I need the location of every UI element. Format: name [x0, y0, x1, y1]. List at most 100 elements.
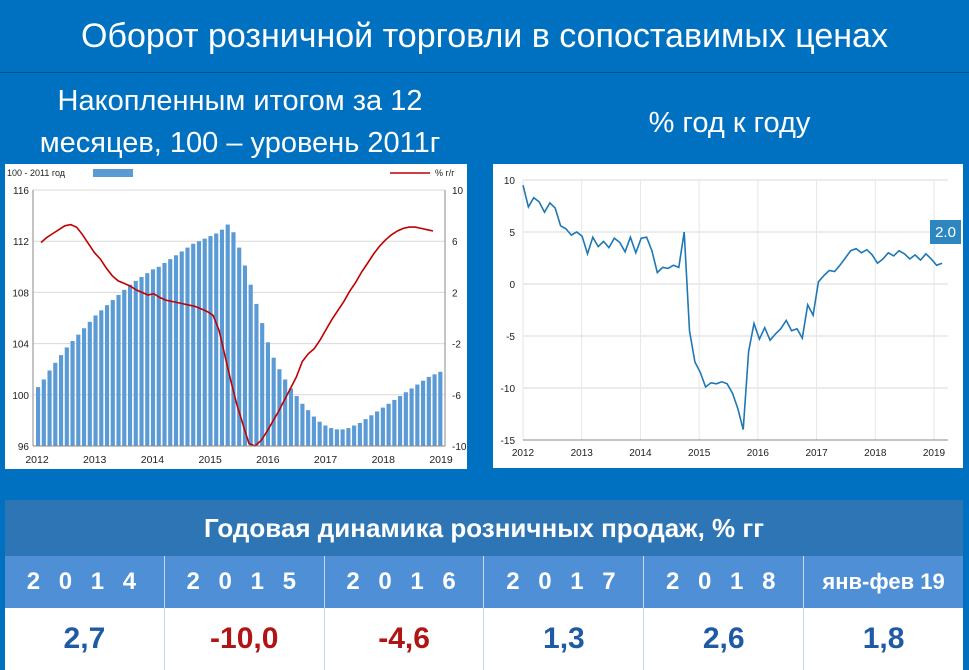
bar [294, 396, 299, 446]
bar [76, 334, 81, 446]
bar [150, 269, 156, 446]
bar [306, 410, 311, 446]
bar [317, 421, 322, 446]
x-tick-label: 2012 [512, 448, 535, 459]
table-years-row: 2 0 1 4 2 0 1 5 2 0 1 6 2 0 1 7 2 0 1 8 … [5, 556, 963, 608]
value-cell-2014: 2,7 [5, 608, 165, 670]
bar [363, 419, 368, 446]
page-title: Оборот розничной торговли в сопоставимых… [0, 0, 969, 73]
bar [237, 247, 242, 446]
bar [271, 357, 276, 446]
bar [191, 243, 196, 446]
value-cell-2018: 2,6 [644, 608, 805, 670]
left-chart-subtitle: Накопленным итогом за 12 месяцев, 100 – … [0, 80, 480, 164]
yoy-line [522, 185, 943, 430]
right-axis-tick-label: 6 [452, 237, 458, 248]
right-chart: 10 5 0 -5 -10 -15 2012 2013 2014 2015 2016 2017 2018… [493, 164, 963, 468]
year-cell-2017: 2 0 1 7 [484, 556, 645, 608]
left-chart-legend: 100 - 2011 год % г/г [7, 168, 455, 178]
left-chart-line-group [40, 223, 434, 447]
bar [415, 384, 420, 446]
bar [340, 429, 345, 446]
y-tick-label: 5 [509, 228, 515, 239]
x-tick-label: 2015 [688, 448, 711, 459]
bar [265, 342, 271, 446]
bar [173, 255, 179, 446]
left-axis-tick-label: 112 [13, 237, 29, 248]
right-chart-subtitle: % год к году [648, 107, 811, 139]
y-tick-label: -15 [501, 436, 516, 447]
bar [53, 362, 58, 446]
x-tick-label: 2014 [629, 448, 652, 459]
left-axis-tick-label: 108 [12, 288, 29, 299]
left-chart-axes: 96 100 104 108 112 116 -10 -6 -2 2 6 10 2012 2013 2014… [12, 186, 467, 466]
bar [283, 379, 288, 446]
bar [386, 403, 391, 446]
y-tick-label: -5 [506, 332, 515, 343]
x-tick-label: 2019 [429, 454, 453, 466]
value-cell-jan-feb-2019: 1,8 [862, 622, 905, 655]
left-subtitle-line2: месяцев, 100 – уровень 2011г [39, 127, 441, 159]
right-axis-tick-label: 2 [452, 288, 458, 299]
left-chart-bars [36, 224, 443, 446]
bar [162, 262, 167, 446]
bar [352, 425, 357, 446]
legend-bar-swatch [93, 169, 133, 177]
bar [116, 294, 121, 446]
bar [369, 415, 374, 446]
annual-dynamics-table: Годовая динамика розничных продаж, % гг … [5, 500, 963, 670]
bar [323, 425, 328, 446]
bar [99, 310, 104, 446]
bar [145, 273, 150, 446]
right-axis-tick-label: 10 [452, 186, 464, 197]
bar [110, 300, 115, 446]
x-tick-label: 2016 [747, 448, 770, 459]
bar [421, 380, 426, 446]
bar [214, 233, 219, 446]
bar [81, 328, 87, 446]
yoy-line [40, 223, 434, 447]
bar [133, 280, 138, 446]
bar [346, 428, 351, 446]
left-chart-svg: 96 100 104 108 112 116 -10 -6 -2 2 6 10 2012 2013 2014… [7, 168, 467, 466]
year-cell-2014: 2 0 1 4 [5, 556, 165, 608]
bar [392, 399, 397, 446]
bar [277, 369, 282, 446]
bar [122, 289, 127, 446]
bar [47, 370, 52, 446]
bar [242, 265, 248, 446]
right-axis-tick-label: -6 [452, 391, 461, 402]
bar [438, 371, 443, 446]
x-tick-label: 2017 [805, 448, 828, 459]
bar [357, 422, 362, 446]
bar [403, 392, 408, 446]
bar [87, 321, 92, 446]
x-tick-label: 2017 [314, 454, 338, 466]
x-tick-label: 2012 [25, 454, 49, 466]
x-tick-label: 2018 [864, 448, 887, 459]
x-tick-label: 2016 [256, 454, 280, 466]
bar [41, 379, 46, 446]
x-tick-label: 2015 [198, 454, 222, 466]
bar [398, 396, 403, 446]
y-tick-label: -10 [501, 384, 516, 395]
bar [380, 407, 385, 446]
bar [202, 238, 207, 446]
left-chart: 96 100 104 108 112 116 -10 -6 -2 2 6 10 2012 2013 2014… [5, 164, 467, 469]
bar [300, 403, 305, 446]
x-tick-label: 2014 [141, 454, 165, 466]
bar [127, 284, 133, 446]
right-chart-last-label-group: 2.0 [930, 220, 961, 244]
bar [139, 277, 144, 446]
bar [196, 241, 202, 446]
table-values-row: 2,7 -10,0 -4,6 1,3 2,6 1,8 [5, 608, 963, 670]
bar [288, 388, 293, 446]
right-axis-tick-label: -2 [452, 340, 461, 351]
bar [329, 428, 334, 446]
bar [432, 374, 437, 446]
year-cell-2016: 2 0 1 6 [325, 556, 485, 608]
bar [311, 416, 316, 446]
left-axis-tick-label: 116 [13, 186, 29, 197]
bar [70, 341, 75, 446]
